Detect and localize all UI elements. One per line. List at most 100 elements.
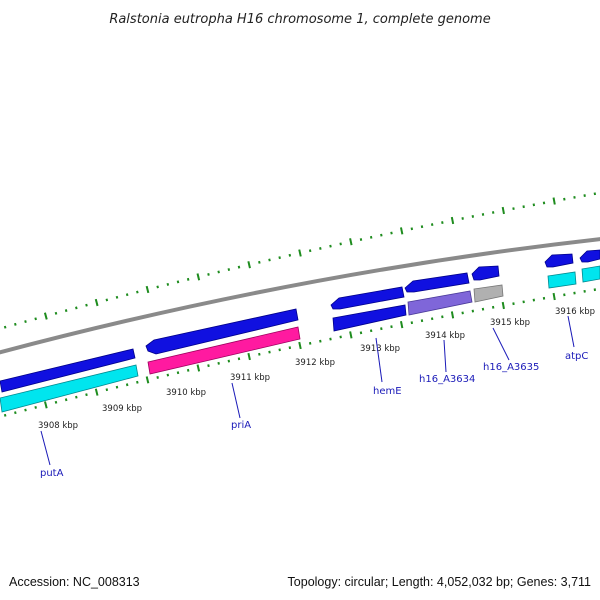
gene-block-hemE-forward[interactable] (330, 286, 405, 310)
minor-tick (24, 408, 27, 412)
major-tick (552, 197, 556, 205)
major-tick (247, 352, 251, 361)
minor-tick (156, 285, 159, 289)
gene-features (0, 249, 600, 413)
minor-tick (268, 350, 271, 354)
leader-line-putA (40, 430, 51, 466)
kbp-label: 3915 kbp (490, 318, 530, 328)
minor-tick (380, 233, 383, 237)
minor-tick (329, 244, 332, 248)
leader-line-h16_A3634 (443, 339, 447, 373)
major-tick (349, 238, 353, 246)
gene-block-h16_A3634-forward[interactable] (404, 272, 470, 293)
major-tick (298, 249, 302, 257)
kbp-labels: 3908 kbp 3909 kbp 3910 kbp 3911 kbp 3912… (38, 307, 595, 431)
gene-block-next-forward[interactable] (579, 249, 600, 263)
major-tick (247, 261, 251, 269)
minor-tick (390, 231, 393, 235)
minor-tick (308, 341, 312, 345)
minor-tick (115, 295, 119, 299)
cds-block-next[interactable] (581, 265, 600, 283)
minor-tick (186, 277, 190, 281)
gene-label-putA[interactable]: putA (40, 468, 64, 479)
major-tick (196, 273, 201, 281)
minor-tick (308, 249, 312, 253)
gene-label-h16_A3635[interactable]: h16_A3635 (483, 362, 539, 373)
minor-tick (258, 352, 261, 356)
minor-tick (176, 371, 180, 375)
leader-line-h16_A3635 (492, 327, 510, 361)
minor-tick (207, 272, 210, 276)
leader-line-priA (231, 382, 241, 419)
major-tick (145, 285, 150, 294)
major-tick (399, 227, 404, 235)
minor-tick (54, 400, 58, 404)
minor-tick (430, 223, 434, 227)
minor-tick (237, 265, 241, 269)
major-tick (450, 216, 455, 225)
minor-tick (207, 364, 210, 368)
minor-tick (339, 242, 342, 246)
minor-tick (227, 359, 231, 363)
major-tick (94, 298, 99, 307)
gene-block-atpC-forward[interactable] (544, 253, 574, 268)
gene-block-putA-forward[interactable] (0, 348, 136, 393)
minor-tick (186, 368, 190, 372)
minor-tick (258, 260, 261, 264)
minor-tick (125, 383, 129, 387)
gene-label-priA[interactable]: priA (231, 420, 251, 431)
major-tick (298, 341, 302, 350)
major-tick (349, 331, 353, 339)
cds-block-atpC[interactable] (547, 271, 577, 289)
kbp-label: 3914 kbp (425, 331, 465, 341)
cds-block-h16_A3635[interactable] (473, 284, 504, 303)
map-title: Ralstonia eutropha H16 chromosome 1, com… (109, 12, 490, 27)
minor-tick (75, 395, 78, 399)
minor-tick (278, 348, 281, 352)
minor-tick (166, 282, 170, 286)
gene-block-h16_A3635-forward[interactable] (471, 265, 500, 281)
minor-tick (420, 225, 424, 229)
outer-tick-ring (3, 192, 597, 329)
minor-tick (105, 298, 109, 302)
major-tick (43, 312, 48, 320)
gene-block-priA-forward[interactable] (145, 308, 299, 355)
gene-label-atpC[interactable]: atpC (565, 351, 588, 362)
gene-label-h16_A3634[interactable]: h16_A3634 (419, 374, 475, 385)
minor-tick (3, 413, 7, 417)
minor-tick (319, 247, 322, 250)
minor-tick (64, 309, 68, 313)
minor-tick (34, 317, 37, 321)
major-tick (501, 301, 505, 310)
kbp-label: 3916 kbp (555, 307, 595, 317)
major-tick (94, 388, 99, 396)
kbp-label: 3910 kbp (166, 388, 206, 398)
gene-labels: putA priA hemE h16_A3634 h16_A3635 atpC (40, 315, 588, 479)
cds-block-priA[interactable] (147, 326, 301, 375)
minor-tick (217, 361, 220, 365)
minor-tick (14, 322, 17, 326)
minor-tick (227, 268, 231, 271)
minor-tick (34, 406, 37, 409)
gene-label-hemE[interactable]: hemE (373, 386, 402, 397)
minor-tick (156, 376, 159, 379)
minor-tick (359, 238, 363, 241)
minor-tick (125, 293, 129, 297)
cds-block-putA[interactable] (0, 364, 139, 413)
minor-tick (136, 380, 139, 384)
minor-tick (410, 227, 414, 231)
minor-tick (54, 311, 58, 315)
minor-tick (288, 346, 292, 350)
minor-tick (115, 385, 119, 389)
kbp-label: 3912 kbp (295, 358, 335, 368)
cds-block-h16_A3634[interactable] (407, 290, 473, 316)
accession-text: Accession: NC_008313 (9, 575, 140, 589)
cds-block-hemE[interactable] (332, 304, 407, 332)
minor-tick (75, 306, 78, 310)
minor-tick (237, 357, 241, 361)
major-tick (400, 321, 404, 329)
major-tick (145, 376, 150, 384)
kbp-label: 3908 kbp (38, 421, 78, 431)
minor-tick (85, 393, 88, 397)
minor-tick (319, 339, 322, 343)
